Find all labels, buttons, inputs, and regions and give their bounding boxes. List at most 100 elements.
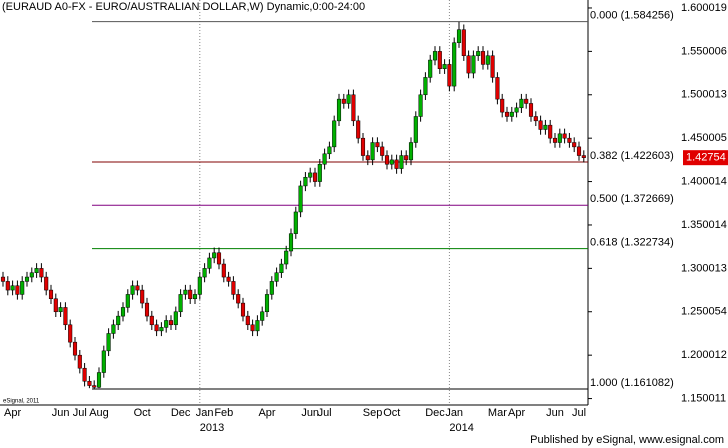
candle-body [567,137,572,143]
candle-body [260,311,265,321]
candle-body [188,289,193,300]
candle-body [394,159,399,169]
candle-body [581,155,586,158]
candle-body [245,315,250,326]
candle-body [221,263,226,278]
candle-body [356,120,361,139]
footer: Published by eSignal, www.esignal.com [530,434,724,446]
candle-body [77,354,82,369]
candle-body [312,172,318,182]
candle-body [332,120,337,148]
candle-body [509,111,514,117]
x-tick-label: Jun [52,407,70,419]
candle-body [53,298,58,313]
candle-body [528,103,534,117]
candle-body [519,98,524,109]
candle-body [173,311,178,326]
candle-body [284,250,289,265]
candle-body [92,385,97,388]
candle-body [576,146,582,156]
candle-body [428,59,433,78]
candle-body [10,285,15,291]
candle-body [447,64,452,87]
x-tick-label: Apr [508,407,525,419]
x-tick-label: Jul [318,407,332,419]
candle-body [106,333,111,352]
candle-body [490,55,495,78]
fib-label: 1.000 (1.161082) [590,377,674,389]
candle-body [327,146,332,155]
candle-body [34,268,39,273]
candle-body [116,315,121,326]
candle-body [15,285,20,295]
watermark: eSignal, 2011 [3,399,40,405]
candle-body [159,327,164,332]
candle-body [548,124,553,139]
candle-body [236,294,241,304]
candle-body [471,55,476,74]
candle-body [140,289,145,304]
candle-body [164,320,169,328]
candle-body [500,98,505,113]
x-tick-label: Jun [546,407,564,419]
candle-body [389,159,394,165]
candle-body [207,257,212,269]
candle-body [125,294,130,308]
x-tick-label: Jul [572,407,586,419]
candle-body [404,155,409,161]
candle-body [0,276,6,282]
candle-body [20,281,25,295]
candle-body [154,324,159,332]
candle-body [39,268,44,278]
chart-title: (EURAUD A0-FX - EURO/AUSTRALIAN DOLLAR,W… [2,1,365,13]
candle-body [495,77,500,100]
x-tick-label: Jul [73,407,87,419]
candle-body [336,98,342,122]
candle-body [370,142,375,161]
x-tick-label: Jun [301,407,319,419]
candle-body [322,153,327,165]
candle-body [524,98,529,104]
candle-body [543,124,548,130]
y-tick-label: 1.200012 [681,349,727,361]
candle-body [456,29,462,43]
x-tick-label: Jan [445,407,463,419]
candle-body [437,51,442,69]
candle-body [101,350,106,373]
candle-body [5,281,10,291]
year-label: 2013 [200,422,224,434]
candle-body [192,294,198,300]
candle-body [399,155,404,169]
candle-body [552,137,558,143]
candle-body [120,307,126,317]
y-tick-label: 1.350014 [681,219,727,231]
candle-body [380,146,385,156]
candle-body [87,380,92,386]
x-tick-label: Aug [89,407,109,419]
fib-label: 0.500 (1.372669) [590,193,674,205]
x-tick-label: Apr [258,407,275,419]
candle-body [562,133,567,139]
candle-body [408,142,414,161]
candle-body [135,285,140,291]
candle-body [72,341,78,356]
candle-body [557,133,562,143]
y-tick-label: 1.400014 [681,175,727,187]
candle-body [58,307,63,313]
candle-body [476,51,481,56]
candle-body [226,276,231,282]
candle-body [452,42,457,87]
candle-body [504,111,510,117]
x-tick-label: Jan [196,407,214,419]
candle-body [466,55,471,74]
candle-body [269,281,274,295]
candle-body [202,268,207,278]
y-tick-label: 1.550006 [681,45,727,57]
candle-body [384,155,390,165]
candle-body [255,320,260,332]
candle-body [293,211,298,234]
candle-body [308,172,313,178]
candle-body [178,294,183,313]
fib-label: 0.382 (1.422603) [590,150,674,162]
